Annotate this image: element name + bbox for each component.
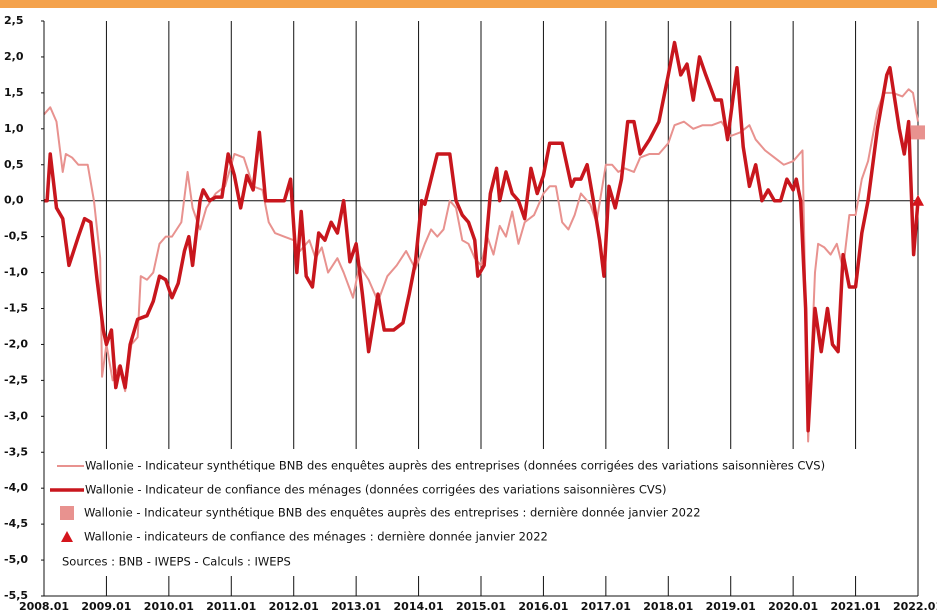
y-tick-label: -1,5 bbox=[4, 302, 28, 315]
y-tick-label: -3,0 bbox=[4, 409, 28, 422]
marker-triangle bbox=[912, 194, 924, 206]
x-tick-label: 2014.01 bbox=[394, 600, 444, 613]
y-tick-label: -1,0 bbox=[4, 266, 28, 279]
y-tick-label: -4,0 bbox=[4, 481, 28, 494]
x-tick-label: 2012.01 bbox=[269, 600, 319, 613]
x-tick-label: 2013.01 bbox=[331, 600, 381, 613]
y-tick-label: -5,5 bbox=[4, 589, 28, 602]
y-tick-label: -3,5 bbox=[4, 445, 28, 458]
legend-label: Wallonie - Indicateur synthétique BNB de… bbox=[84, 506, 701, 520]
legend-label: Wallonie - Indicateur de confiance des m… bbox=[85, 483, 667, 497]
y-tick-label: 2,0 bbox=[4, 50, 24, 63]
y-tick-label: 0,0 bbox=[4, 194, 24, 207]
x-tick-label: 2021.01 bbox=[831, 600, 881, 613]
legend: Wallonie - Indicateur synthétique BNB de… bbox=[50, 459, 825, 569]
x-tick-label: 2011.01 bbox=[206, 600, 256, 613]
legend-box bbox=[46, 449, 916, 576]
y-tick-label: -0,5 bbox=[4, 230, 28, 243]
x-tick-label: 2015.01 bbox=[456, 600, 506, 613]
top-band bbox=[0, 0, 937, 8]
lines bbox=[43, 40, 925, 443]
y-tick-label: 2,5 bbox=[4, 14, 24, 27]
marker-square bbox=[60, 506, 74, 520]
y-tick-label: 1,5 bbox=[4, 86, 24, 99]
series-line bbox=[43, 88, 919, 443]
source: Sources : BNB - IWEPS - Calculs : IWEPS bbox=[62, 555, 291, 569]
x-tick-label: 2019.01 bbox=[706, 600, 756, 613]
x-tick-label: 2009.01 bbox=[81, 600, 131, 613]
y-tick-label: -2,0 bbox=[4, 337, 28, 350]
y-tick-label: 1,0 bbox=[4, 122, 24, 135]
x-tick-label: 2022.01 bbox=[893, 600, 937, 613]
y-tick-label: -5,0 bbox=[4, 553, 28, 566]
y-tick-label: -4,5 bbox=[4, 517, 28, 530]
y-tick-label: -2,5 bbox=[4, 373, 28, 386]
y-tick-label: 0,5 bbox=[4, 158, 24, 171]
marker-square bbox=[911, 125, 925, 140]
series-line bbox=[44, 40, 920, 433]
legend-label: Wallonie - indicateurs de confiance des … bbox=[84, 530, 548, 544]
x-tick-label: 2016.01 bbox=[518, 600, 568, 613]
axes: -5,5 -5,0 -4,5 -4,0 -3,5 -3,0 -2,5 -2,0 -1,5 -1,0… bbox=[4, 14, 937, 613]
x-tick-label: 2020.01 bbox=[768, 600, 818, 613]
x-tick-label: 2008.01 bbox=[19, 600, 69, 613]
marker-triangle bbox=[61, 531, 73, 542]
x-tick-label: 2010.01 bbox=[144, 600, 194, 613]
legend-label: Wallonie - Indicateur synthétique BNB de… bbox=[85, 459, 825, 473]
x-tick-label: 2018.01 bbox=[643, 600, 693, 613]
x-tick-label: 2017.01 bbox=[581, 600, 631, 613]
